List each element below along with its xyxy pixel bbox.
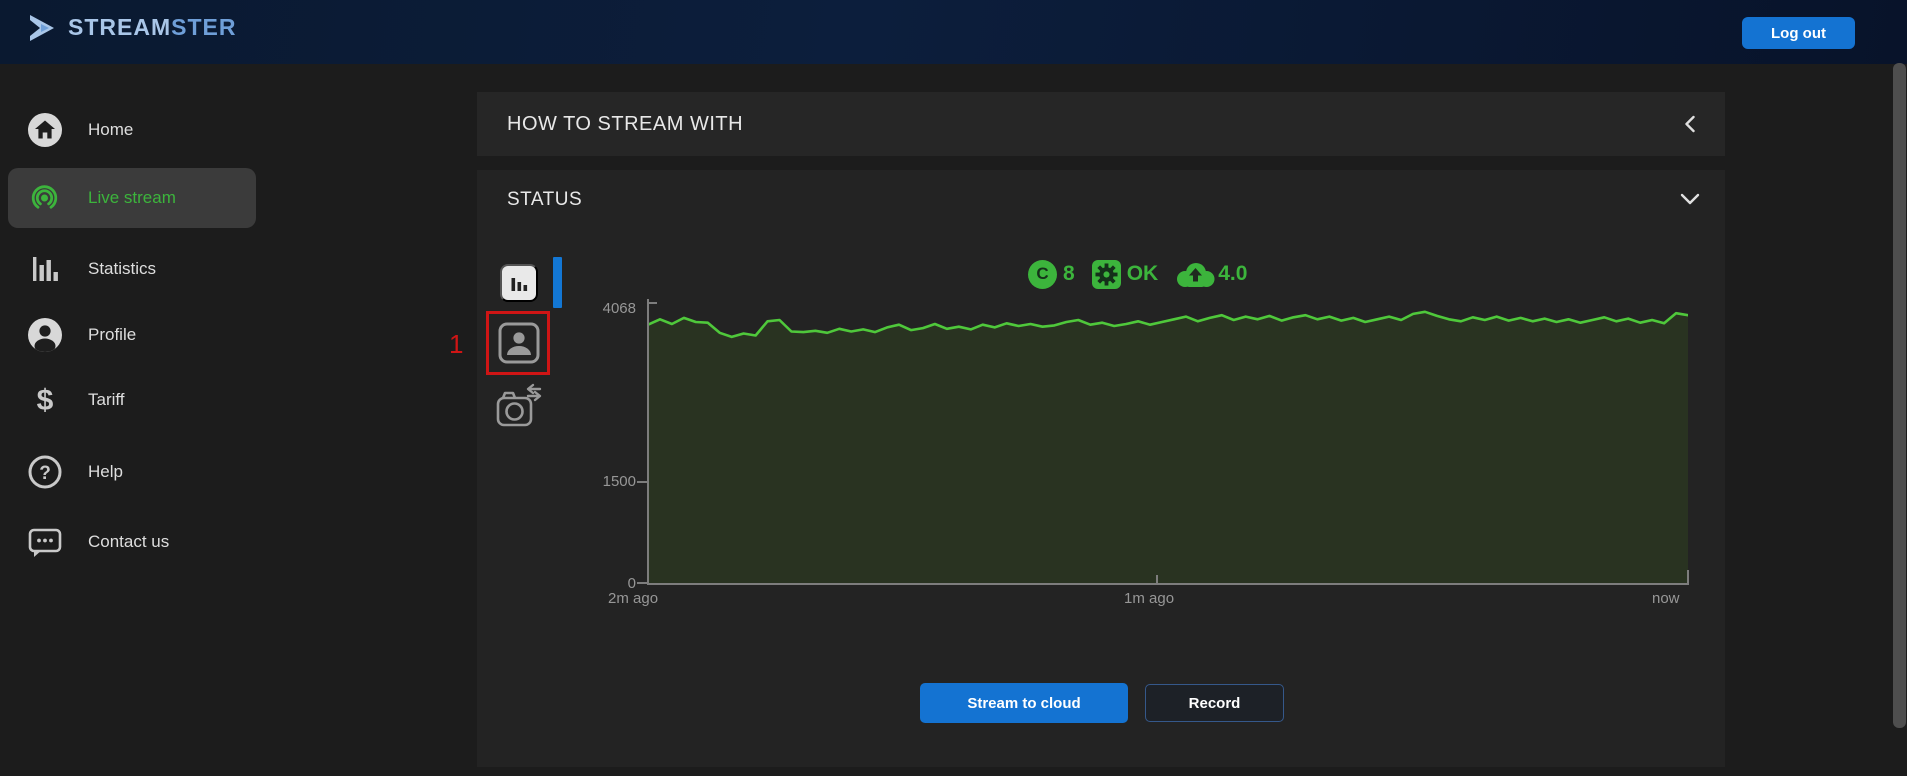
cpu-icon: C	[1028, 259, 1057, 289]
sidebar-item-profile[interactable]: Profile	[8, 307, 256, 363]
encoder-gear-icon	[1091, 259, 1121, 289]
sidebar-item-help[interactable]: ? Help	[8, 444, 256, 500]
camera-switch-button[interactable]	[495, 382, 545, 430]
chevron-left-icon[interactable]	[1675, 109, 1705, 139]
x-axis-label-2m: 2m ago	[608, 590, 659, 607]
live-stream-icon	[26, 180, 63, 217]
x-axis-label-1m: 1m ago	[1124, 590, 1175, 607]
sidebar-item-home[interactable]: Home	[8, 102, 256, 158]
y-axis-label-mid: 1500	[602, 473, 636, 490]
upload-cloud-icon	[1175, 260, 1216, 289]
upload-bitrate-value: 4.0	[1218, 262, 1248, 285]
sidebar-item-label: Profile	[88, 325, 137, 344]
streamster-logo: STREAMSTER	[28, 14, 236, 41]
profile-icon	[26, 317, 63, 354]
logo-text: STREAMSTER	[68, 14, 237, 40]
y-axis-label-zero: 0	[627, 575, 636, 592]
chevron-down-icon[interactable]	[1675, 184, 1705, 214]
sidebar-item-label: Tariff	[88, 390, 125, 409]
sidebar-item-label: Home	[88, 120, 134, 139]
chart-y-axis	[647, 299, 649, 584]
record-button[interactable]: Record	[1145, 684, 1284, 722]
bitrate-chart	[648, 310, 1688, 583]
scrollbar-thumb[interactable]	[1893, 63, 1906, 728]
sidebar-item-label: Contact us	[88, 532, 170, 551]
stream-to-cloud-button[interactable]: Stream to cloud	[920, 683, 1128, 723]
sidebar-item-contact-us[interactable]: Contact us	[8, 514, 256, 570]
status-title: STATUS	[507, 189, 583, 210]
how-to-stream-panel: HOW TO STREAM WITH	[477, 92, 1725, 156]
stream-health-indicators: C 8 OK	[1028, 258, 1247, 290]
camera-switch-icon	[496, 383, 542, 427]
y-tick-4068	[648, 302, 657, 304]
chart-view-button[interactable]	[500, 264, 538, 302]
sidebar-item-live-stream[interactable]: Live stream	[8, 168, 256, 228]
logout-button[interactable]: Log out	[1742, 17, 1855, 49]
contact-card-view-button[interactable]	[497, 321, 541, 365]
x-axis-label-now: now	[1652, 590, 1680, 607]
y-axis-label-max: 4068	[602, 300, 636, 317]
svg-text:?: ?	[39, 463, 51, 484]
chat-icon	[26, 524, 63, 561]
active-view-indicator	[553, 257, 562, 308]
bar-chart-icon	[511, 278, 528, 291]
cpu-value: 8	[1063, 262, 1075, 285]
y-tick-1500	[637, 481, 647, 483]
sidebar-item-tariff[interactable]: $ Tariff	[8, 372, 256, 428]
play-logo-icon	[30, 14, 54, 41]
top-header-bar: STREAMSTER Log out	[0, 0, 1907, 64]
x-tick-now	[1687, 570, 1689, 583]
x-tick-1m	[1156, 575, 1158, 583]
help-icon: ?	[26, 454, 63, 491]
annotation-number: 1	[449, 329, 464, 359]
chart-x-axis	[647, 583, 1689, 585]
contact-card-icon	[498, 322, 540, 364]
how-to-stream-title: HOW TO STREAM WITH	[507, 113, 744, 135]
annotation-highlight-box	[486, 311, 550, 375]
y-tick-0	[637, 582, 647, 584]
sidebar-item-statistics[interactable]: Statistics	[8, 241, 256, 297]
svg-text:$: $	[36, 384, 53, 417]
statistics-icon	[26, 251, 63, 288]
encoder-status-value: OK	[1126, 262, 1159, 285]
sidebar-item-label: Help	[88, 462, 123, 481]
dollar-icon: $	[26, 382, 63, 419]
sidebar-item-label: Statistics	[88, 259, 157, 278]
sidebar-item-label: Live stream	[88, 188, 176, 207]
home-icon	[26, 112, 63, 149]
